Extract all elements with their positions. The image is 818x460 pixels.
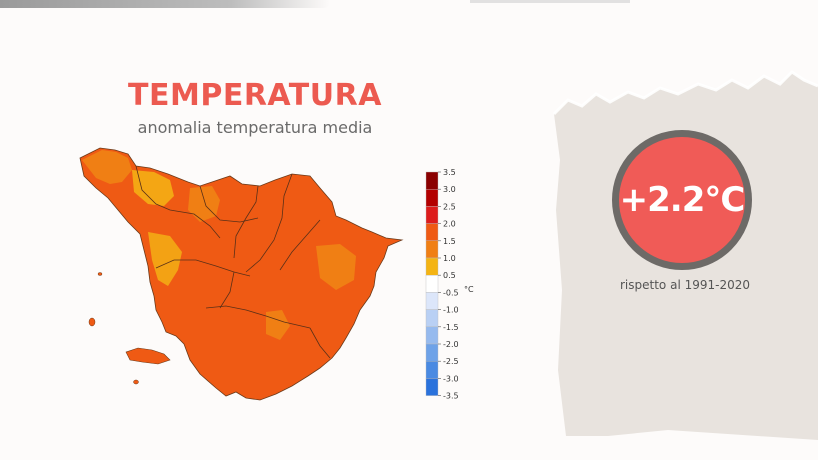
legend-bin — [425, 171, 439, 190]
map-patch-apuane — [132, 170, 174, 206]
legend-tick-label: 1.0 — [443, 254, 456, 263]
anomaly-value-badge: +2.2°C — [612, 130, 752, 270]
legend-tick-label: 1.5 — [443, 237, 456, 246]
legend-bin — [425, 223, 439, 241]
legend-tick-label: -0.5 — [443, 288, 459, 297]
island-pianosa — [133, 379, 139, 385]
legend-bin — [425, 292, 439, 310]
legend-bin — [425, 343, 439, 362]
legend-tick-label: -1.5 — [443, 323, 459, 332]
island-elba — [125, 347, 171, 365]
legend-tick-label: 3.5 — [443, 168, 456, 177]
legend-bin — [425, 326, 439, 345]
color-scale-legend: 3.5 3.0 2.5 2.0 1.5 1.0 0.5 -0.5 -1.0 -1.5 -2.0 -2.… — [425, 168, 474, 400]
page-subtitle: anomalia temperatura media — [137, 118, 373, 137]
legend-bin — [425, 378, 439, 396]
legend-tick-label: 0.5 — [443, 271, 456, 280]
tuscany-anomaly-map — [79, 147, 404, 401]
brush-stroke-decoration — [0, 0, 330, 8]
map-patch-center — [188, 186, 220, 222]
map-patch-coast — [148, 232, 182, 286]
legend-unit-label: °C — [464, 285, 474, 294]
anomaly-value: +2.2°C — [619, 180, 746, 220]
legend-bin — [425, 189, 439, 207]
brush-stroke-decoration-2 — [470, 0, 630, 3]
legend-tick-label: -3.0 — [443, 374, 459, 383]
legend-bin — [425, 360, 439, 379]
legend-tick-label: -2.5 — [443, 357, 459, 366]
legend-bin — [425, 274, 439, 293]
legend-tick-label: 2.5 — [443, 202, 456, 211]
legend-tick-label: -3.5 — [443, 392, 459, 400]
legend-tick-label: 3.0 — [443, 185, 456, 194]
legend-bin — [425, 240, 439, 259]
page-title: TEMPERATURA — [128, 78, 382, 113]
province-boundaries — [135, 165, 331, 359]
map-patch-amiata — [266, 310, 290, 340]
map-patch-east — [316, 244, 356, 290]
legend-tick-label: 2.0 — [443, 220, 456, 229]
island-capraia — [88, 317, 96, 327]
map-patch-north — [82, 150, 132, 184]
reference-period: rispetto al 1991-2020 — [620, 278, 750, 292]
legend-bin — [425, 206, 439, 224]
island-gorgona — [97, 272, 103, 276]
legend-bin — [425, 257, 439, 276]
legend-bin — [425, 309, 439, 328]
legend-tick-label: -2.0 — [443, 340, 459, 349]
legend-tick-label: -1.0 — [443, 306, 459, 315]
